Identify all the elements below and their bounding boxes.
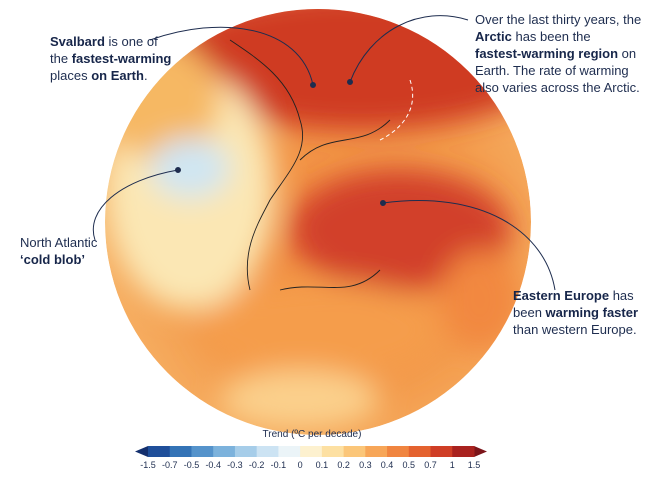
annotation-text: warming faster bbox=[545, 305, 638, 320]
annotation-text: on bbox=[618, 46, 636, 61]
annotation-text: ‘cold blob’ bbox=[20, 252, 85, 267]
annotation-text: been bbox=[513, 305, 546, 320]
annotation: Svalbard is one of the fastest-warming pla… bbox=[50, 34, 171, 83]
legend-tick-label: -0.3 bbox=[227, 460, 243, 470]
colorbar-segment bbox=[148, 446, 171, 457]
legend-tick-label: -0.5 bbox=[184, 460, 200, 470]
colorbar-segment bbox=[343, 446, 366, 457]
annotation-text: has been the bbox=[512, 29, 591, 44]
legend-tick-label: 0.3 bbox=[359, 460, 372, 470]
annotation-text: also varies across the Arctic. bbox=[475, 80, 640, 95]
colorbar-arrow bbox=[474, 446, 487, 457]
colorbar-segment bbox=[365, 446, 388, 457]
colorbar-segment bbox=[321, 446, 345, 457]
annotation-text: Over the last thirty years, the bbox=[475, 12, 641, 27]
legend-tick-label: 1.5 bbox=[468, 460, 481, 470]
colorbar-segment bbox=[213, 446, 236, 457]
legend-tick-label: -0.4 bbox=[205, 460, 221, 470]
annotation-text: than western Europe. bbox=[513, 322, 637, 337]
colorbar-segment bbox=[408, 446, 432, 457]
legend-tick-label: 0.4 bbox=[381, 460, 394, 470]
annotation-text: North Atlantic bbox=[20, 235, 98, 250]
annotation-text: Svalbard bbox=[50, 34, 105, 49]
colorbar-segment bbox=[430, 446, 453, 457]
annotation-text: . bbox=[144, 68, 148, 83]
annotation-text: places bbox=[50, 68, 91, 83]
legend-title: Trend (ºC per decade) bbox=[263, 429, 362, 440]
legend-tick-label: -0.2 bbox=[249, 460, 265, 470]
colorbar-segment bbox=[191, 446, 214, 457]
legend-tick-label: -1.5 bbox=[140, 460, 156, 470]
legend-tick-label: -0.7 bbox=[162, 460, 178, 470]
colorbar-segment bbox=[387, 446, 410, 457]
annotation-text: has bbox=[609, 288, 634, 303]
legend-tick-label: 0.2 bbox=[337, 460, 350, 470]
colorbar-segment bbox=[452, 446, 475, 457]
leader-lines bbox=[92, 15, 556, 291]
colorbar: -1.5 -0.7 -0.5 -0.4 -0.3 -0.2 -0.1 0 0.1 0.2 0.3 0.… bbox=[135, 446, 487, 470]
legend-tick-label: -0.1 bbox=[271, 460, 287, 470]
annotation: North Atlantic ‘cold blob’ bbox=[20, 235, 98, 267]
annotation-text: is one of bbox=[105, 34, 158, 49]
colorbar-segment bbox=[169, 446, 192, 457]
globe bbox=[105, 9, 531, 435]
annotation-text: Earth. The rate of warming bbox=[475, 63, 629, 78]
annotation: Eastern Europe has been warming faster tha… bbox=[513, 288, 638, 337]
annotation-text: the bbox=[50, 51, 72, 66]
annotation-text: on Earth bbox=[91, 68, 144, 83]
annotation-text: Arctic bbox=[475, 29, 512, 44]
annotation-text: fastest-warming region bbox=[475, 46, 618, 61]
colorbar-arrow bbox=[135, 446, 148, 457]
annotation-text: Eastern Europe bbox=[513, 288, 609, 303]
colorbar-segment bbox=[234, 446, 258, 457]
annotation-text: fastest-warming bbox=[72, 51, 172, 66]
colorbar-segment bbox=[300, 446, 323, 457]
legend-tick-label: 0 bbox=[298, 460, 303, 470]
legend-tick-label: 0.5 bbox=[403, 460, 416, 470]
legend-tick-label: 0.7 bbox=[424, 460, 437, 470]
legend-tick-label: 1 bbox=[450, 460, 455, 470]
legend-tick-label: 0.1 bbox=[316, 460, 329, 470]
annotation: Over the last thirty years, the Arctic ha… bbox=[475, 12, 641, 95]
annotations: Svalbard is one of the fastest-warming pla… bbox=[20, 12, 641, 337]
colorbar-segment bbox=[278, 446, 301, 457]
colorbar-segment bbox=[256, 446, 279, 457]
